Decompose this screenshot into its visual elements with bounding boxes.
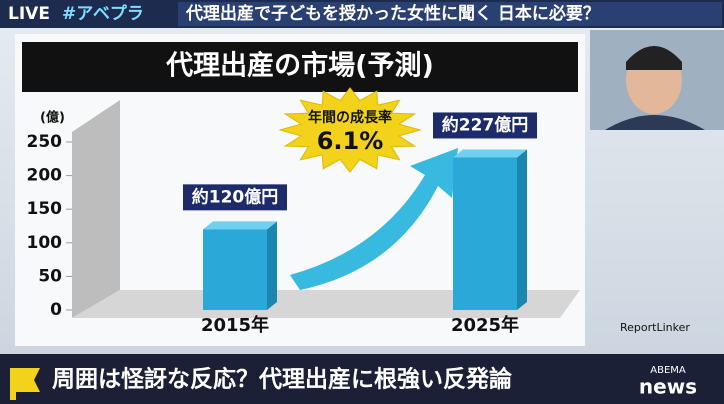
value-label-box (433, 112, 537, 139)
hashtag: #アベプラ (62, 3, 144, 24)
side-wall (72, 100, 120, 318)
x-tick-label: 2015年 (201, 314, 269, 336)
flag-icon (10, 368, 40, 400)
y-tick-label: 200 (27, 166, 63, 186)
y-axis-label: (億) (40, 110, 65, 126)
headline-box (178, 2, 722, 26)
value-label: 約227億円 (442, 114, 529, 135)
bar-side (267, 221, 277, 310)
caption-bar (0, 354, 724, 404)
bar-top (453, 149, 527, 158)
title-bar (22, 42, 578, 92)
logo-top: ABEMA (650, 365, 686, 376)
bar-top (203, 221, 277, 230)
bar (453, 157, 517, 310)
live-tag: LIVE (8, 4, 50, 24)
y-tick-label: 0 (50, 300, 62, 320)
y-tick-label: 50 (38, 266, 62, 286)
starburst (278, 87, 422, 173)
presenter-body (605, 115, 705, 130)
growth-arrow (290, 148, 458, 290)
x-tick-label: 2025年 (451, 314, 519, 336)
headline: 代理出産で子どもを授かった女性に聞く 日本に必要？ (185, 3, 600, 24)
presenter-hair (626, 46, 682, 70)
chart-title: 代理出産の市場(予測) (165, 50, 434, 82)
y-tick-label: 150 (27, 199, 63, 219)
bar-side (517, 149, 527, 310)
annotation-value: 6.1% (317, 127, 384, 155)
source: ReportLinker (620, 321, 690, 334)
annotation-label: 年間の成長率 (308, 109, 392, 126)
y-tick-label: 250 (27, 132, 63, 152)
value-label-box (183, 184, 287, 211)
bar (203, 229, 267, 310)
caption: 周囲は怪訝な反応？代理出産に根強い反発論 (52, 366, 513, 393)
y-tick-label: 100 (27, 233, 63, 253)
value-label: 約120億円 (192, 186, 279, 207)
logo-bottom: news (639, 375, 697, 399)
